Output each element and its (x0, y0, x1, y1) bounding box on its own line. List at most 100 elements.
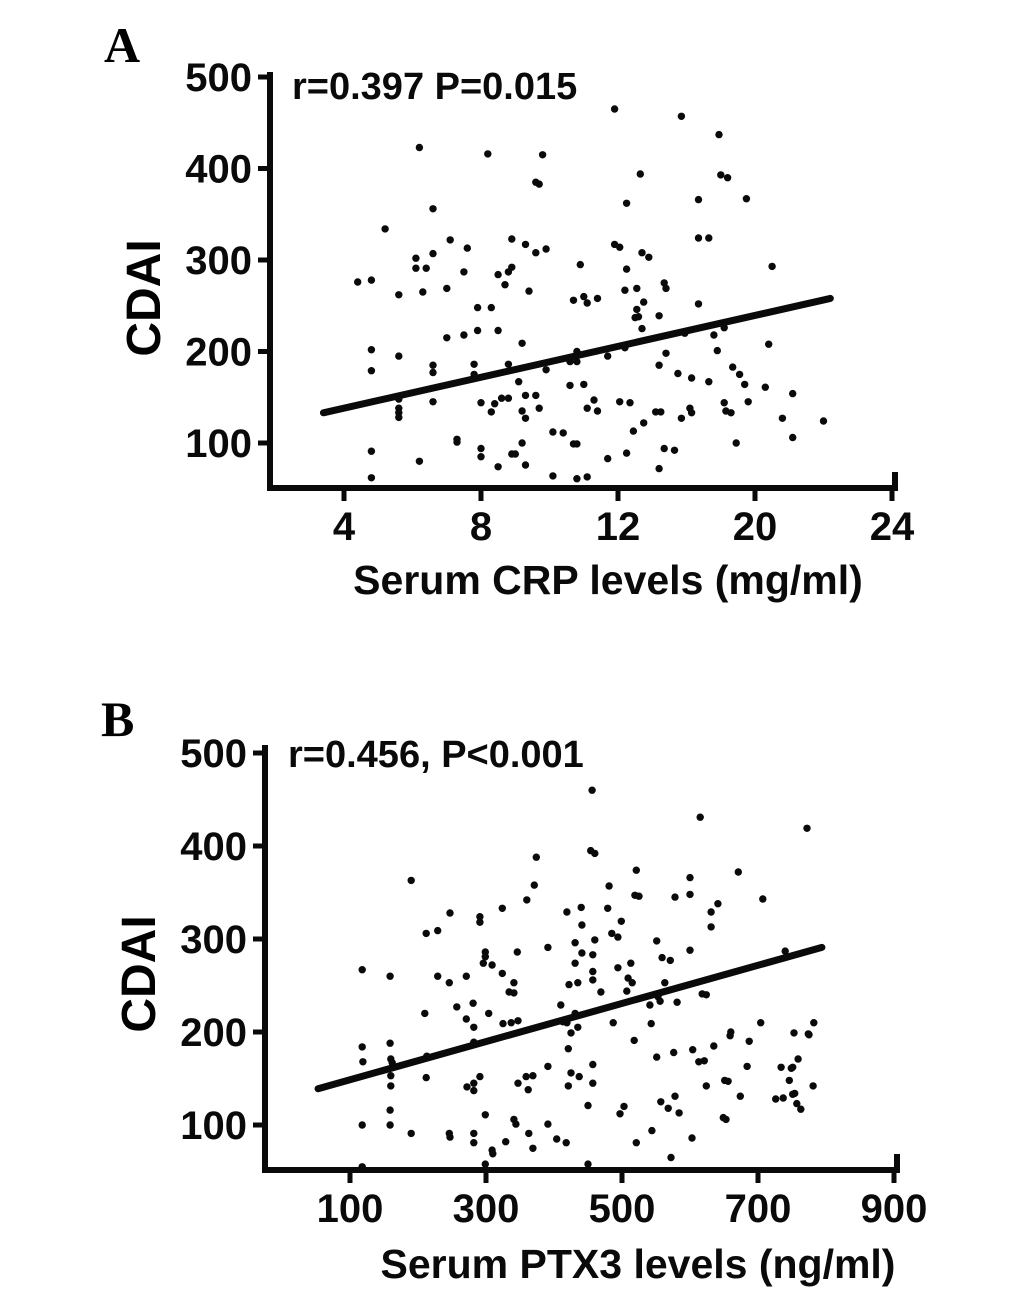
data-point (470, 1139, 478, 1147)
data-point (553, 1135, 561, 1143)
data-point (518, 407, 526, 415)
data-point (667, 1153, 675, 1162)
data-point (742, 195, 751, 203)
data-point (589, 967, 597, 976)
data-point (722, 1115, 730, 1124)
data-point (453, 1003, 461, 1011)
data-point (605, 882, 613, 890)
data-point (573, 357, 581, 366)
data-point (470, 1086, 478, 1095)
data-point (576, 260, 584, 269)
data-point (415, 143, 424, 152)
data-point (695, 1058, 703, 1066)
data-point (462, 972, 470, 980)
data-point (514, 1017, 522, 1025)
data-point (530, 881, 538, 889)
data-point (640, 419, 648, 427)
data-point (470, 1023, 478, 1031)
data-point (507, 1019, 515, 1027)
data-point (501, 281, 509, 289)
x-tick-label: 8 (470, 505, 492, 549)
data-point (620, 1102, 628, 1111)
data-point (395, 291, 403, 299)
data-point (386, 972, 394, 980)
data-point (525, 1129, 533, 1138)
data-point (632, 1139, 640, 1147)
data-point (564, 1045, 572, 1053)
data-point (589, 1079, 597, 1087)
data-point (694, 300, 703, 308)
data-point (445, 979, 453, 987)
data-point (504, 360, 513, 368)
data-point (510, 979, 518, 987)
data-point (429, 249, 437, 258)
x-tick-label: 4 (333, 505, 356, 549)
x-tick-label: 100 (317, 1187, 384, 1231)
data-point (616, 398, 624, 406)
x-tick-label: 300 (453, 1187, 520, 1231)
data-point (720, 399, 728, 407)
data-point (638, 324, 646, 333)
data-point (658, 953, 666, 962)
data-point (549, 472, 557, 480)
data-point (590, 396, 598, 404)
data-point (386, 1121, 394, 1129)
data-point (521, 414, 530, 422)
y-tick-label: 500 (185, 56, 252, 100)
data-point (494, 463, 502, 471)
data-point (529, 1072, 537, 1080)
data-point (487, 408, 495, 416)
data-point (627, 959, 635, 967)
data-point (521, 461, 530, 469)
data-point (367, 346, 376, 354)
data-point (591, 849, 599, 858)
data-point (608, 929, 616, 938)
data-point (617, 917, 625, 925)
data-point (655, 312, 663, 320)
data-point (694, 195, 703, 204)
data-point (510, 989, 518, 997)
data-point (518, 439, 526, 447)
data-point (573, 475, 581, 483)
data-point (675, 1109, 683, 1117)
data-point (655, 464, 663, 473)
data-point (583, 404, 591, 412)
data-point (671, 893, 679, 901)
data-point (429, 368, 437, 377)
trend-line (319, 294, 834, 417)
data-point (702, 1082, 710, 1090)
data-point (557, 1001, 565, 1009)
data-point (724, 1077, 732, 1086)
data-point (621, 286, 629, 294)
data-point (671, 1092, 679, 1100)
data-point (583, 299, 591, 307)
x-tick-label: 24 (870, 505, 915, 549)
data-point (532, 391, 540, 400)
data-point (463, 244, 471, 252)
data-point (794, 1055, 802, 1063)
data-point (662, 349, 670, 357)
data-point (604, 904, 612, 912)
data-point (588, 786, 596, 794)
data-point (803, 824, 811, 832)
data-point (710, 1042, 718, 1050)
data-point (571, 959, 579, 967)
data-point (470, 1129, 478, 1138)
data-point (412, 264, 420, 272)
data-point (574, 1023, 582, 1031)
data-point (522, 1072, 530, 1081)
data-point (793, 1099, 801, 1108)
data-point (640, 298, 648, 306)
data-point (484, 150, 492, 158)
data-point (744, 398, 752, 406)
data-point (626, 399, 634, 407)
data-point (473, 326, 482, 335)
data-point (367, 276, 376, 284)
data-point (443, 334, 451, 342)
data-point (563, 908, 571, 916)
data-point (544, 1062, 552, 1071)
data-point (580, 292, 588, 301)
data-point (415, 457, 424, 465)
data-point (677, 414, 686, 422)
